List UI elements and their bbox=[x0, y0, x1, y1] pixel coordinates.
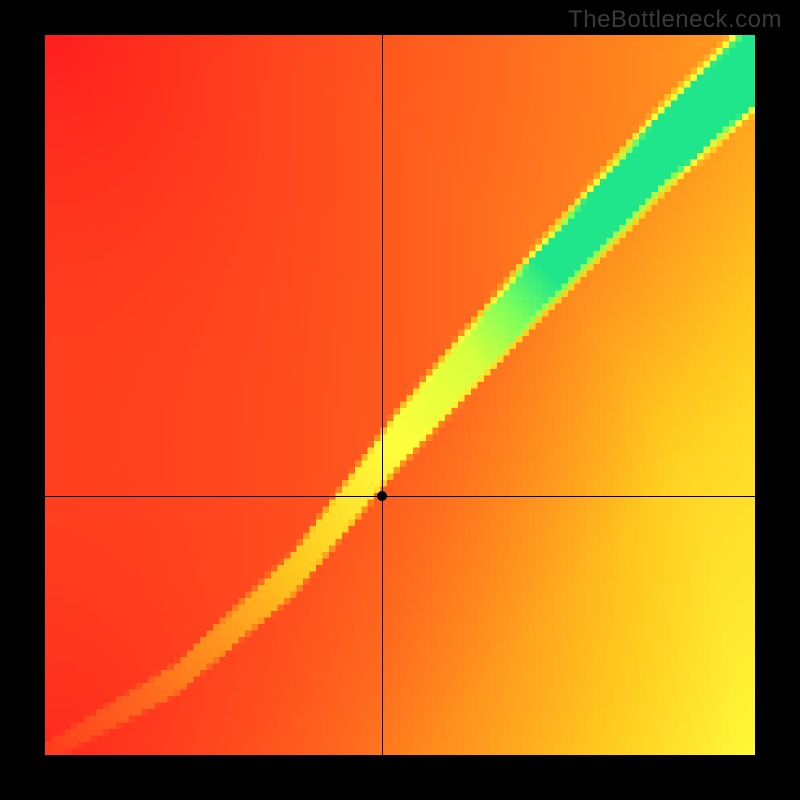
heatmap-surface bbox=[45, 35, 755, 755]
watermark-text: TheBottleneck.com bbox=[568, 6, 782, 34]
crosshair-vertical bbox=[382, 35, 383, 755]
heatmap-plot bbox=[45, 35, 755, 755]
heatmap-canvas bbox=[45, 35, 755, 755]
crosshair-marker bbox=[377, 491, 387, 501]
crosshair-horizontal bbox=[45, 496, 755, 497]
